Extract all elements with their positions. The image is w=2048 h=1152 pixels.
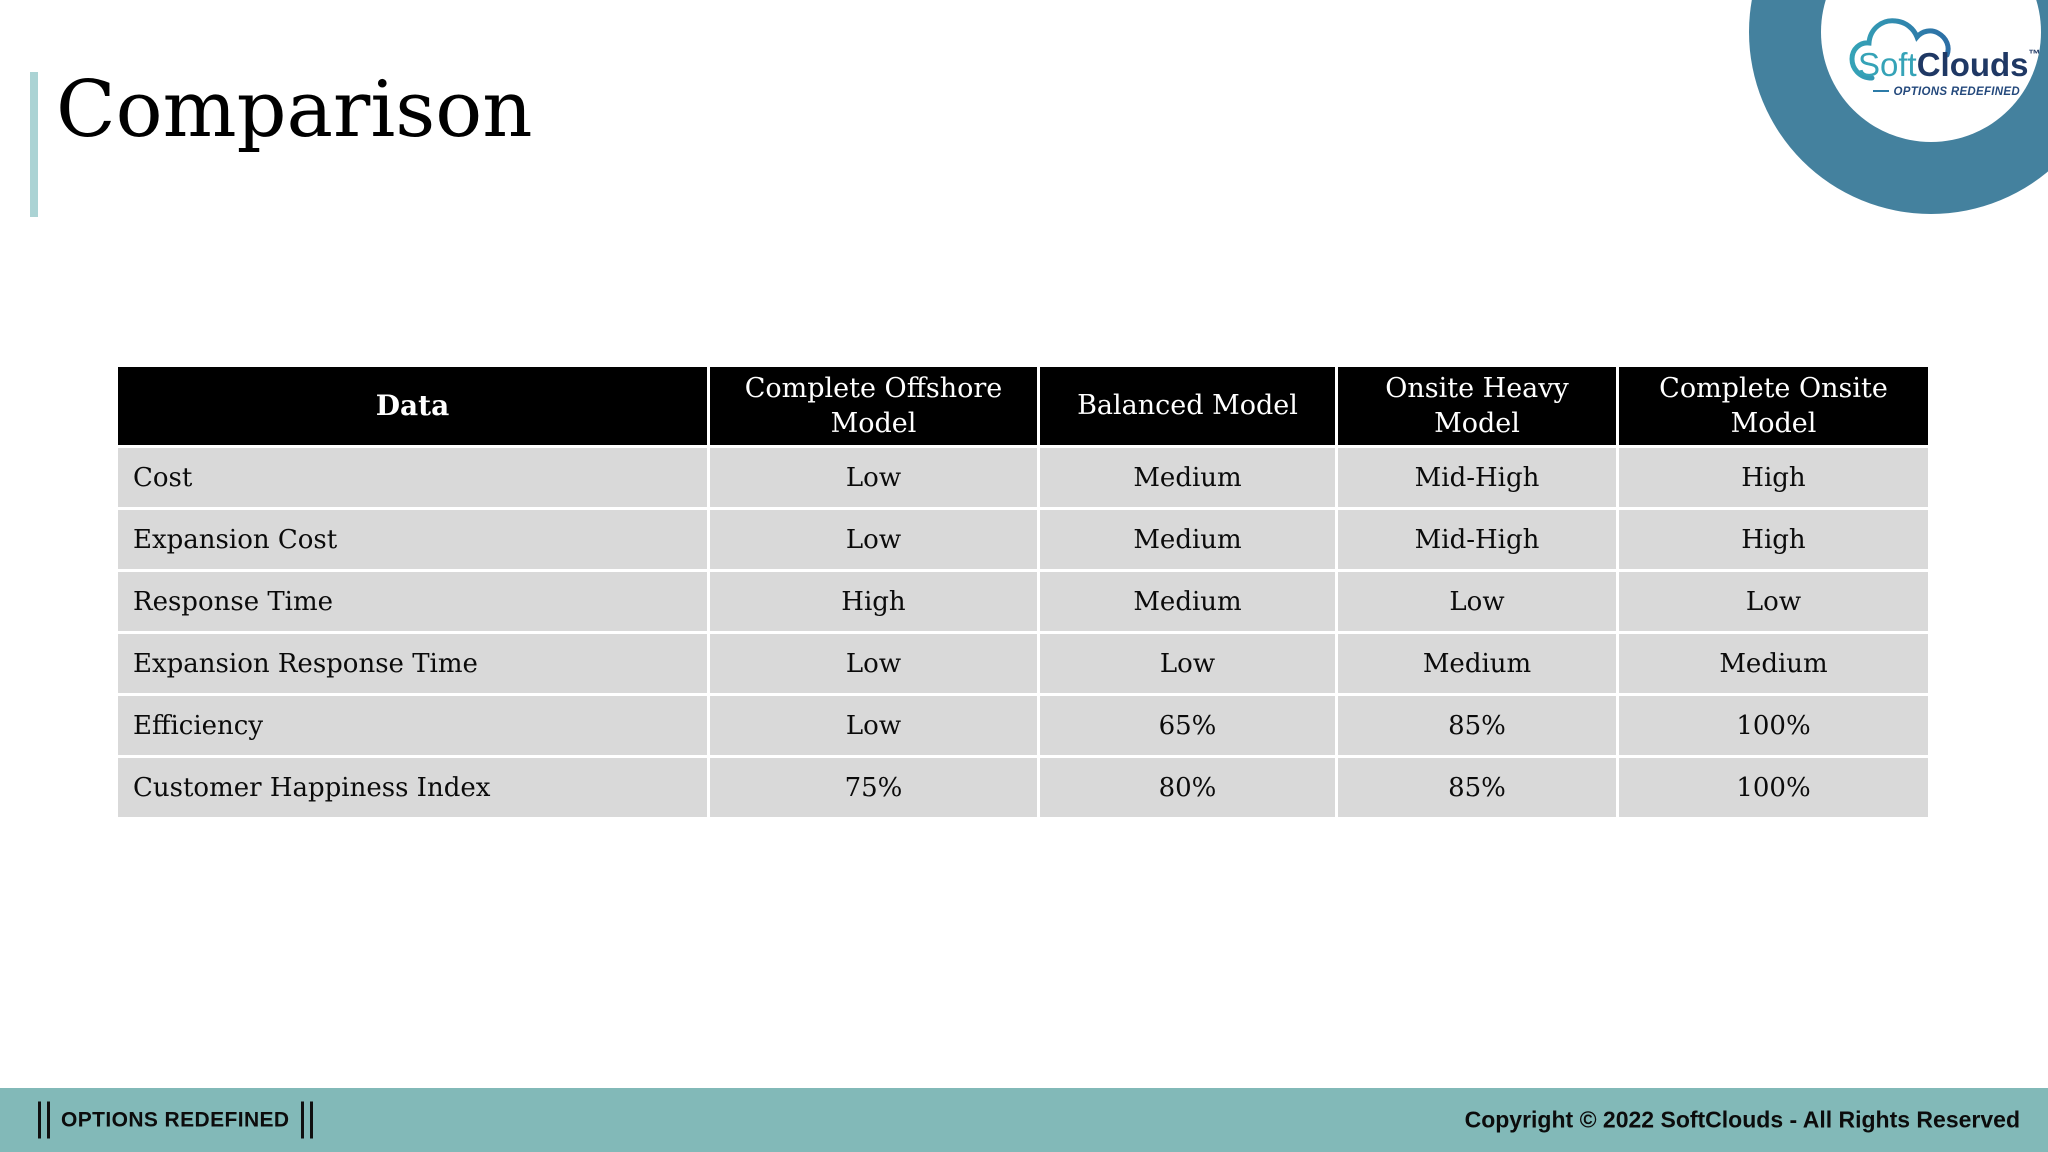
table-cell: Mid-High [1335,507,1619,572]
table-cell: Low [707,631,1040,696]
table-cell: High [1616,507,1931,572]
table-cell: Medium [1616,631,1931,696]
logo-brand-clouds: Clouds [1916,46,2029,83]
column-header-balanced: Balanced Model [1037,364,1338,448]
table-row: Expansion Response Time Low Low Medium M… [115,631,1931,696]
row-label: Cost [115,445,710,510]
table-cell: 100% [1616,755,1931,820]
table-row: Expansion Cost Low Medium Mid-High High [115,507,1931,572]
table-cell: Medium [1037,507,1338,572]
table-cell: Medium [1037,569,1338,634]
cloud-icon [1849,18,1951,81]
double-bar-icon [300,1101,313,1139]
row-label: Response Time [115,569,710,634]
table-cell: High [1616,445,1931,510]
footer-tagline: OPTIONS REDEFINED [61,1108,290,1131]
title-accent-bar [30,72,38,217]
comparison-table: Data Complete Offshore Model Balanced Mo… [115,364,1931,820]
table-cell: Medium [1335,631,1619,696]
row-label: Efficiency [115,693,710,758]
column-header-onsite-heavy: Onsite Heavy Model [1335,364,1619,448]
table-cell: 85% [1335,755,1619,820]
table-cell: Medium [1037,445,1338,510]
table-cell: 65% [1037,693,1338,758]
column-header-complete-onsite: Complete Onsite Model [1616,364,1931,448]
row-label: Expansion Response Time [115,631,710,696]
table-cell: 80% [1037,755,1338,820]
logo-trademark: ™ [2028,47,2041,61]
row-label: Expansion Cost [115,507,710,572]
column-header-data: Data [115,364,710,448]
table-row: Cost Low Medium Mid-High High [115,445,1931,510]
table-cell: 85% [1335,693,1619,758]
logo-brand-text: SoftClouds™ [1858,46,2041,83]
table-cell: Mid-High [1335,445,1619,510]
table-cell: High [707,569,1040,634]
table-row: Customer Happiness Index 75% 80% 85% 100… [115,755,1931,820]
footer-copyright: Copyright © 2022 SoftClouds - All Rights… [1464,1106,2020,1133]
table-cell: 100% [1616,693,1931,758]
logo-tagline-text: OPTIONS REDEFINED [1893,86,2020,98]
table-cell: Low [707,693,1040,758]
double-bar-icon [38,1101,50,1139]
tagline-rule [1873,90,1890,92]
table-cell: Low [1335,569,1619,634]
table-row: Response Time High Medium Low Low [115,569,1931,634]
table-cell: Low [707,507,1040,572]
table-row: Efficiency Low 65% 85% 100% [115,693,1931,758]
table-cell: 75% [707,755,1040,820]
column-header-complete-offshore: Complete Offshore Model [707,364,1040,448]
page-title: Comparison [56,65,533,155]
logo-brand-soft: Soft [1858,46,1917,83]
row-label: Customer Happiness Index [115,755,710,820]
logo-tagline: OPTIONS REDEFINED [1856,86,2020,98]
table-cell: Low [1037,631,1338,696]
table-header-row: Data Complete Offshore Model Balanced Mo… [115,364,1931,448]
table-cell: Low [1616,569,1931,634]
footer-tagline-group: OPTIONS REDEFINED [38,1101,313,1139]
footer-bar: OPTIONS REDEFINED Copyright © 2022 SoftC… [0,1088,2048,1152]
table-cell: Low [707,445,1040,510]
